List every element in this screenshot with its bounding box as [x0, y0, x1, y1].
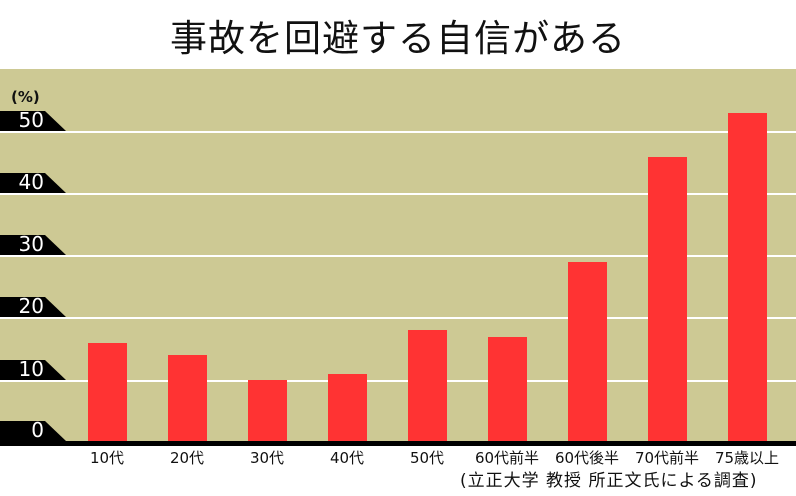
- x-tick-label: 50代: [409, 449, 445, 467]
- y-tick-50: 50: [0, 111, 66, 131]
- x-tick-label: 75歳以上: [714, 449, 780, 467]
- x-tick-label: 40代: [329, 449, 365, 467]
- bar: [568, 262, 607, 442]
- y-tick-20: 20: [0, 297, 66, 317]
- x-tick-label: 30代: [249, 449, 285, 467]
- x-tick-label: 10代: [89, 449, 125, 467]
- x-tick-label: 70代前半: [634, 449, 700, 467]
- y-tick-10: 10: [0, 360, 66, 380]
- bar: [648, 157, 687, 442]
- chart-title: 事故を回避する自信がある: [170, 17, 626, 60]
- source-note: (立正大学 教授 所正文氏による調査): [460, 471, 758, 491]
- x-tick-label: 20代: [169, 449, 205, 467]
- y-axis-unit: (%): [11, 88, 40, 106]
- bar: [168, 355, 207, 442]
- bar: [728, 113, 767, 442]
- gridline-20: [0, 317, 796, 319]
- bar: [328, 374, 367, 442]
- y-tick-40: 40: [0, 173, 66, 193]
- y-tick-0: 0: [0, 421, 66, 441]
- bar: [488, 337, 527, 442]
- x-tick-label: 60代前半: [474, 449, 540, 467]
- gridline-30: [0, 255, 796, 257]
- gridline-50: [0, 131, 796, 133]
- gridline-10: [0, 380, 796, 382]
- bar: [88, 343, 127, 442]
- bar: [408, 330, 447, 442]
- x-tick-label: 60代後半: [554, 449, 620, 467]
- bar: [248, 380, 287, 442]
- y-tick-30: 30: [0, 235, 66, 255]
- gridline-40: [0, 193, 796, 195]
- x-axis-baseline: [0, 441, 796, 446]
